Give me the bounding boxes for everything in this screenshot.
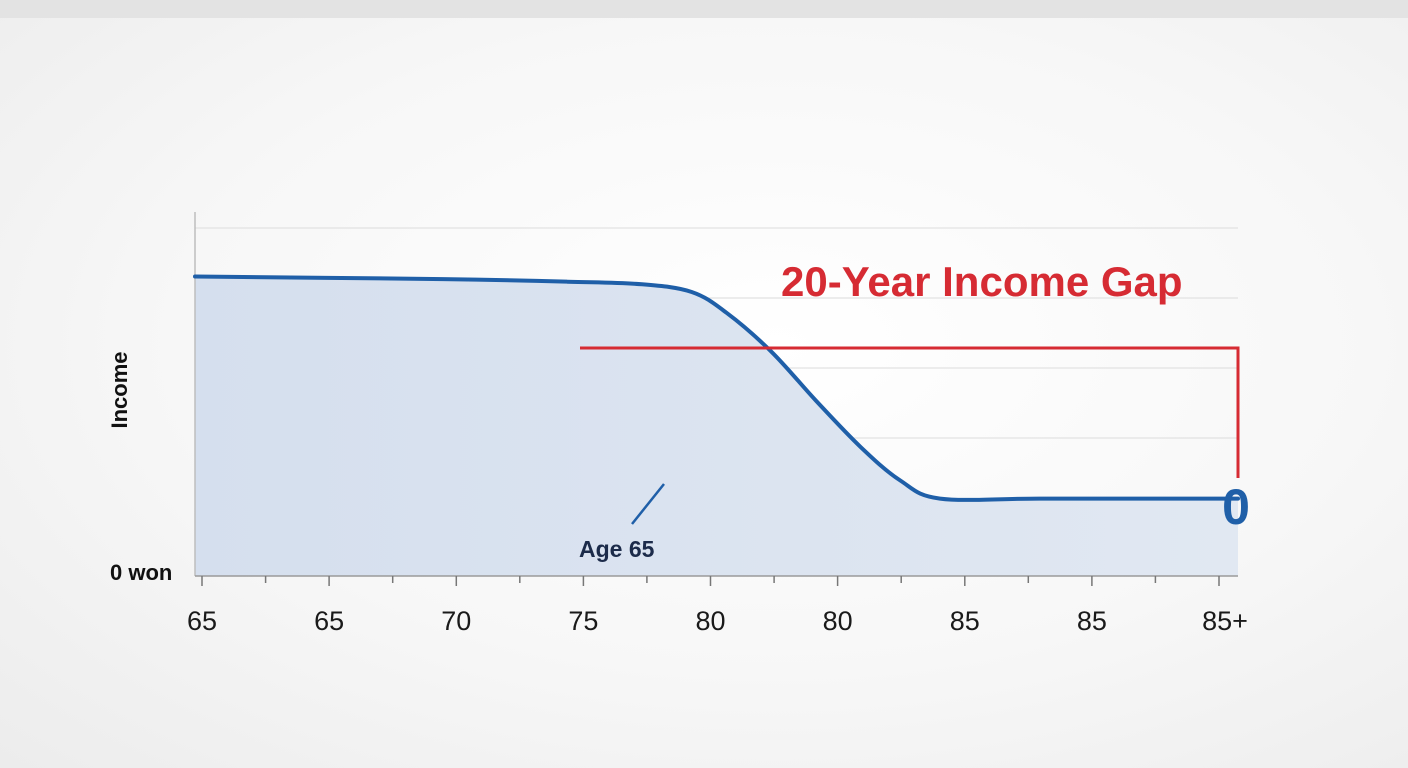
x-axis-tick-labels: 65 65 70 75 80 80 85 85 85+ — [187, 606, 1248, 636]
x-tick-label: 85 — [950, 606, 980, 636]
top-bar — [0, 0, 1408, 18]
age-annotation: Age 65 — [579, 536, 655, 562]
x-tick-label: 85 — [1077, 606, 1107, 636]
x-tick-label: 75 — [568, 606, 598, 636]
income-gap-bracket — [580, 346, 1240, 478]
chart-title: 20-Year Income Gap — [781, 258, 1183, 305]
y-axis-label: Income — [107, 351, 132, 428]
x-tick-label: 80 — [695, 606, 725, 636]
x-tick-label: 65 — [314, 606, 344, 636]
x-tick-label: 80 — [823, 606, 853, 636]
end-value-label: 0 — [1222, 479, 1250, 535]
x-tick-label: 65 — [187, 606, 217, 636]
annotation-pointer-line — [631, 483, 665, 525]
x-axis-ticks — [201, 576, 1220, 586]
income-line — [193, 274, 1240, 502]
x-tick-label: 85+ — [1202, 606, 1248, 636]
x-tick-label: 70 — [441, 606, 471, 636]
y-min-label: 0 won — [110, 560, 172, 585]
income-area-fill — [195, 276, 1238, 576]
